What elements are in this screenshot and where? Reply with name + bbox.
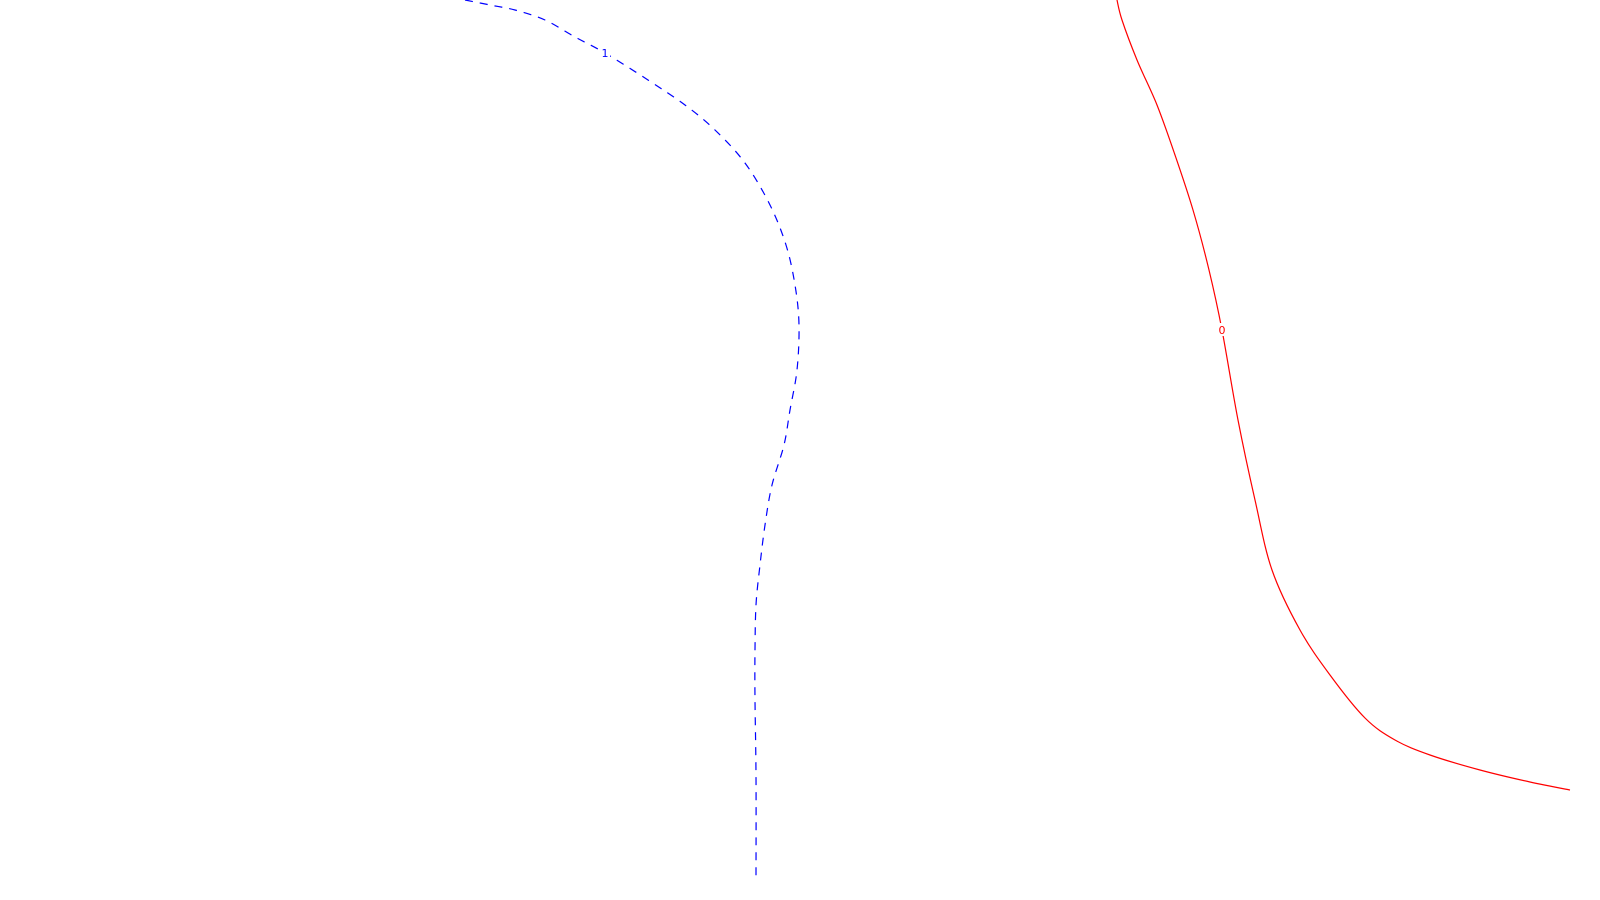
contour-line-level-1	[464, 0, 800, 881]
contour-label-level-0: 0	[1219, 324, 1226, 337]
contour-labels: 10	[600, 46, 1227, 337]
contour-label-background	[1217, 323, 1227, 336]
contour-line-level-0	[1116, 0, 1571, 791]
contour-label-background	[600, 46, 610, 59]
contour-lines	[464, 0, 1571, 881]
contour-label-level-1: 1	[602, 47, 609, 60]
